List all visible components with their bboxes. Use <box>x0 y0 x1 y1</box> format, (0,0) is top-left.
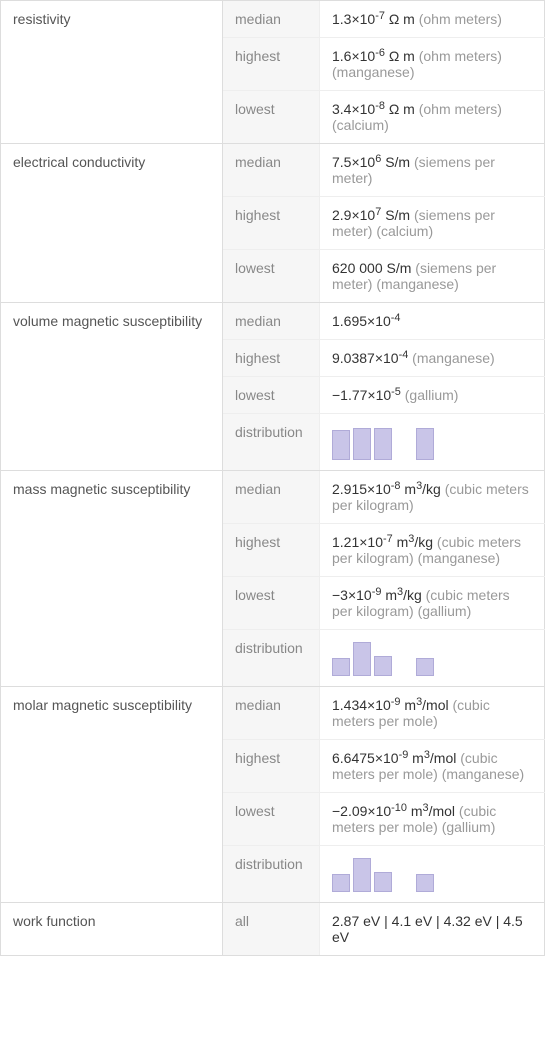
stat-value: 1.21×10-7 m3/kg (cubic meters per kilogr… <box>320 524 545 576</box>
stat-row: median1.695×10-4 <box>223 303 545 340</box>
stat-row: distribution <box>223 414 545 470</box>
stat-value: −3×10-9 m3/kg (cubic meters per kilogram… <box>320 577 545 629</box>
stat-row: highest1.6×10-6 Ω m (ohm meters) (mangan… <box>223 38 545 91</box>
stat-row: lowest−1.77×10-5 (gallium) <box>223 377 545 414</box>
stat-label: highest <box>223 38 320 90</box>
property-group: molar magnetic susceptibilitymedian1.434… <box>1 687 545 903</box>
distribution-histogram <box>332 424 532 460</box>
property-stats: median1.434×10-9 m3/mol (cubic meters pe… <box>223 687 545 902</box>
property-group: volume magnetic susceptibilitymedian1.69… <box>1 303 545 471</box>
stat-row: highest2.9×107 S/m (siemens per meter) (… <box>223 197 545 250</box>
stat-label: distribution <box>223 414 320 470</box>
stat-row: all2.87 eV | 4.1 eV | 4.32 eV | 4.5 eV <box>223 903 545 955</box>
stat-row: distribution <box>223 630 545 686</box>
stat-row: highest9.0387×10-4 (manganese) <box>223 340 545 377</box>
distribution-histogram <box>332 640 532 676</box>
stat-row: median1.3×10-7 Ω m (ohm meters) <box>223 1 545 38</box>
stat-label: highest <box>223 740 320 792</box>
stat-row: lowest620 000 S/m (siemens per meter) (m… <box>223 250 545 302</box>
property-name: mass magnetic susceptibility <box>1 471 223 686</box>
stat-label: lowest <box>223 250 320 302</box>
stat-value <box>320 414 545 470</box>
property-group: mass magnetic susceptibilitymedian2.915×… <box>1 471 545 687</box>
stat-label: distribution <box>223 630 320 686</box>
stat-row: median7.5×106 S/m (siemens per meter) <box>223 144 545 197</box>
stat-value: 9.0387×10-4 (manganese) <box>320 340 545 376</box>
property-name: resistivity <box>1 1 223 143</box>
stat-value: 2.915×10-8 m3/kg (cubic meters per kilog… <box>320 471 545 523</box>
stat-label: highest <box>223 197 320 249</box>
stat-label: lowest <box>223 91 320 143</box>
stat-value: 1.6×10-6 Ω m (ohm meters) (manganese) <box>320 38 545 90</box>
property-name: work function <box>1 903 223 955</box>
stat-label: median <box>223 471 320 523</box>
stat-value: −1.77×10-5 (gallium) <box>320 377 545 413</box>
stat-label: lowest <box>223 377 320 413</box>
stat-row: median2.915×10-8 m3/kg (cubic meters per… <box>223 471 545 524</box>
stat-label: median <box>223 1 320 37</box>
stat-row: highest6.6475×10-9 m3/mol (cubic meters … <box>223 740 545 793</box>
stat-value: 2.9×107 S/m (siemens per meter) (calcium… <box>320 197 545 249</box>
property-group: work functionall2.87 eV | 4.1 eV | 4.32 … <box>1 903 545 956</box>
stat-row: lowest−2.09×10-10 m3/mol (cubic meters p… <box>223 793 545 846</box>
properties-table: resistivitymedian1.3×10-7 Ω m (ohm meter… <box>0 0 545 956</box>
distribution-histogram <box>332 856 532 892</box>
stat-value <box>320 846 545 902</box>
property-name: electrical conductivity <box>1 144 223 302</box>
property-group: resistivitymedian1.3×10-7 Ω m (ohm meter… <box>1 1 545 144</box>
stat-label: median <box>223 687 320 739</box>
stat-value: 1.434×10-9 m3/mol (cubic meters per mole… <box>320 687 545 739</box>
property-stats: median2.915×10-8 m3/kg (cubic meters per… <box>223 471 545 686</box>
stat-value: 7.5×106 S/m (siemens per meter) <box>320 144 545 196</box>
stat-value: 1.695×10-4 <box>320 303 545 339</box>
stat-row: lowest3.4×10-8 Ω m (ohm meters) (calcium… <box>223 91 545 143</box>
stat-row: highest1.21×10-7 m3/kg (cubic meters per… <box>223 524 545 577</box>
stat-row: median1.434×10-9 m3/mol (cubic meters pe… <box>223 687 545 740</box>
stat-value: −2.09×10-10 m3/mol (cubic meters per mol… <box>320 793 545 845</box>
stat-value: 2.87 eV | 4.1 eV | 4.32 eV | 4.5 eV <box>320 903 545 955</box>
property-name: molar magnetic susceptibility <box>1 687 223 902</box>
stat-label: lowest <box>223 577 320 629</box>
stat-row: lowest−3×10-9 m3/kg (cubic meters per ki… <box>223 577 545 630</box>
stat-label: highest <box>223 340 320 376</box>
property-stats: all2.87 eV | 4.1 eV | 4.32 eV | 4.5 eV <box>223 903 545 955</box>
property-name: volume magnetic susceptibility <box>1 303 223 470</box>
property-group: electrical conductivitymedian7.5×106 S/m… <box>1 144 545 303</box>
stat-value: 3.4×10-8 Ω m (ohm meters) (calcium) <box>320 91 545 143</box>
property-stats: median1.3×10-7 Ω m (ohm meters)highest1.… <box>223 1 545 143</box>
stat-label: median <box>223 303 320 339</box>
stat-value: 620 000 S/m (siemens per meter) (mangane… <box>320 250 545 302</box>
stat-value <box>320 630 545 686</box>
stat-label: highest <box>223 524 320 576</box>
stat-value: 1.3×10-7 Ω m (ohm meters) <box>320 1 545 37</box>
stat-label: median <box>223 144 320 196</box>
property-stats: median7.5×106 S/m (siemens per meter)hig… <box>223 144 545 302</box>
stat-row: distribution <box>223 846 545 902</box>
stat-label: lowest <box>223 793 320 845</box>
stat-label: distribution <box>223 846 320 902</box>
stat-label: all <box>223 903 320 955</box>
stat-value: 6.6475×10-9 m3/mol (cubic meters per mol… <box>320 740 545 792</box>
property-stats: median1.695×10-4highest9.0387×10-4 (mang… <box>223 303 545 470</box>
